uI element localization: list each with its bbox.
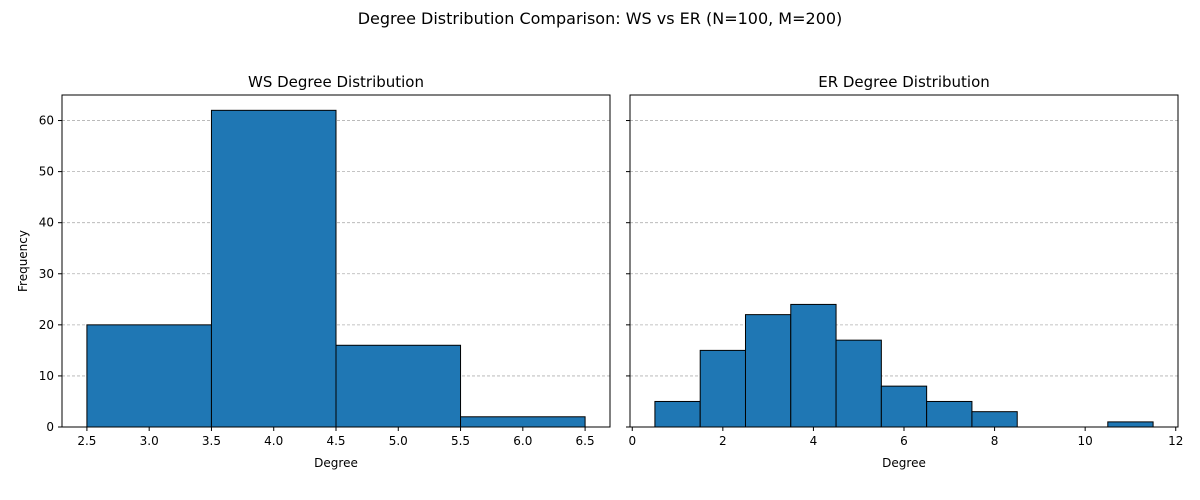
histogram-bar xyxy=(654,400,701,428)
y-tick-label: 60 xyxy=(39,114,54,128)
histogram-bar xyxy=(790,303,837,428)
x-tick-label: 4.5 xyxy=(326,434,345,448)
x-tick-label: 10 xyxy=(1078,434,1093,448)
x-tick-label: 5.0 xyxy=(389,434,408,448)
histogram-bar xyxy=(460,416,586,428)
x-tick-label: 0 xyxy=(628,434,636,448)
histogram-bar xyxy=(926,400,973,428)
y-tick-label: 0 xyxy=(46,420,54,434)
y-tick-label: 10 xyxy=(39,369,54,383)
y-axis-label: Frequency xyxy=(16,230,30,292)
chart-panel-1: 2.5 3.0 3.5 4.0 4.5 5.0 5.5 6.0 6.5 0 10 20 30 40 50 60… xyxy=(16,73,611,470)
histogram-bar xyxy=(335,344,462,428)
y-tick-label: 50 xyxy=(39,165,54,179)
histogram-bar xyxy=(1107,421,1154,428)
chart-title: WS Degree Distribution xyxy=(248,73,424,91)
x-axis-label: Degree xyxy=(882,456,926,470)
chart-title: ER Degree Distribution xyxy=(818,73,990,91)
y-tick-label: 30 xyxy=(39,267,54,281)
x-axis-label: Degree xyxy=(314,456,358,470)
x-tick-label: 3.0 xyxy=(140,434,159,448)
x-tick-label: 8 xyxy=(991,434,999,448)
x-tick-label: 2.5 xyxy=(77,434,96,448)
histogram-bar xyxy=(880,385,928,428)
x-tick-label: 6.5 xyxy=(576,434,595,448)
histogram-bar xyxy=(744,314,792,428)
chart-panel-2: 0 2 4 6 8 10 12 ER Degree Distribution Degree xyxy=(626,73,1183,470)
histogram-bar xyxy=(699,349,746,428)
x-tick-label: 4 xyxy=(810,434,818,448)
histogram-bar xyxy=(971,411,1018,428)
y-tick-label: 40 xyxy=(39,216,54,230)
x-tick-label: 4.0 xyxy=(264,434,283,448)
histogram-bar xyxy=(835,339,882,428)
histogram-bar xyxy=(86,324,212,428)
figure-suptitle: Degree Distribution Comparison: WS vs ER… xyxy=(358,9,843,28)
x-tick-label: 2 xyxy=(719,434,727,448)
x-tick-label: 3.5 xyxy=(202,434,221,448)
x-tick-label: 6 xyxy=(900,434,908,448)
histogram-bar xyxy=(210,109,337,428)
y-tick-label: 20 xyxy=(39,318,54,332)
x-tick-label: 12 xyxy=(1168,434,1183,448)
x-tick-label: 6.0 xyxy=(513,434,532,448)
x-tick-label: 5.5 xyxy=(451,434,470,448)
